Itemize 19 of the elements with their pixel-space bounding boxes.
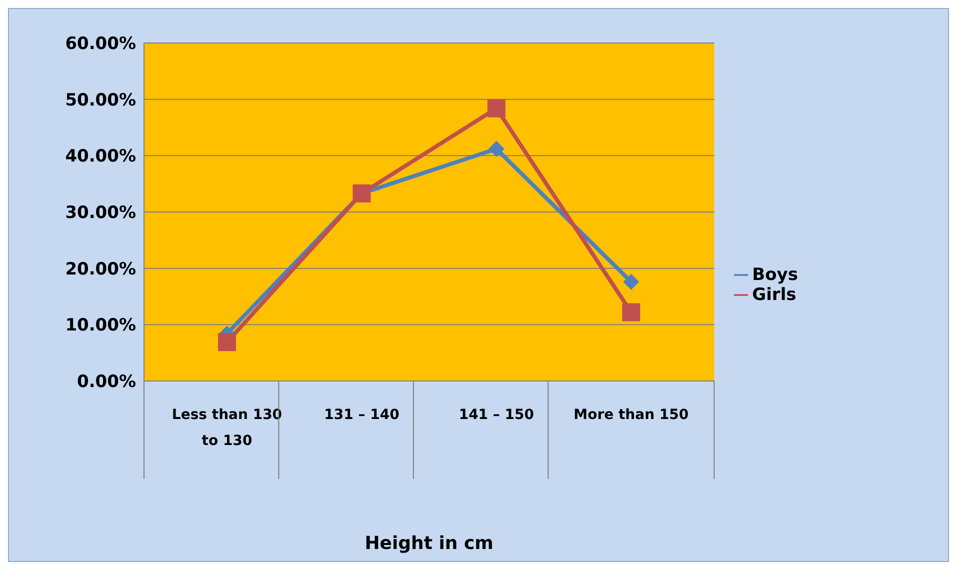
y-tick-label: 50.00% — [65, 90, 136, 110]
y-tick-label: 0.00% — [77, 372, 136, 392]
point — [487, 99, 506, 118]
x-tick-label: 131 – 140 — [324, 407, 400, 423]
y-tick-label: 20.00% — [65, 259, 136, 280]
x-tick-label: 141 – 150 — [458, 407, 534, 423]
y-tick-label: 10.00% — [65, 316, 136, 336]
point — [218, 333, 236, 352]
point — [623, 274, 640, 290]
legend-label: Boys — [752, 265, 798, 285]
y-tick-label: 30.00% — [65, 203, 136, 224]
point — [622, 303, 640, 322]
y-tick-label: 60.00% — [65, 34, 136, 54]
y-tick-label: 40.00% — [65, 146, 136, 167]
x-tick-label: More than 150 — [574, 407, 689, 423]
x-axis-title: Height in cm — [364, 533, 494, 554]
legend-label: Girls — [752, 285, 796, 305]
x-tick-label: Less than 130 to 130 — [172, 407, 282, 449]
point — [488, 140, 504, 157]
